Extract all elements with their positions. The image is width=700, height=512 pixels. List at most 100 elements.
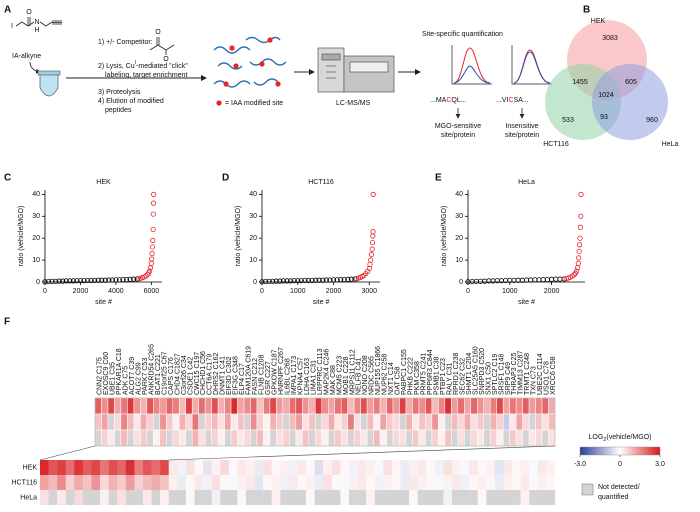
gene-label: SRSF1 C148: [498, 354, 505, 395]
heatmap-cell: [211, 413, 219, 431]
heatmap-cell: [108, 460, 118, 475]
atom-label: O: [163, 56, 169, 63]
heatmap-cell: [366, 490, 375, 505]
heatmap-cell: [409, 490, 418, 505]
gene-label: GSR C227: [265, 361, 272, 395]
gene-label: MCM5 C223: [336, 356, 343, 395]
heatmap-cell: [297, 490, 307, 505]
heatmap-cell: [528, 397, 536, 415]
heatmap-cell: [237, 429, 245, 447]
heatmap-cell: [198, 397, 206, 415]
heatmap-cell: [451, 397, 459, 415]
y-axis-label: ratio (vehicle/MGO): [441, 206, 448, 267]
heatmap-cell: [537, 460, 547, 475]
data-point: [553, 276, 559, 282]
heatmap-cell: [191, 413, 199, 431]
heatmap-cell: [469, 475, 478, 490]
data-point: [134, 276, 140, 282]
data-point: [370, 229, 376, 235]
heatmap-cell: [469, 460, 478, 475]
data-point: [368, 252, 375, 258]
heatmap-cell: [331, 490, 341, 505]
heatmap-cell: [271, 475, 281, 490]
heatmap-cell: [515, 429, 523, 447]
heatmap-cell: [302, 397, 310, 415]
heatmap-cell: [308, 397, 316, 415]
gene-label: MAK C88: [330, 365, 337, 395]
heatmap-cell: [347, 413, 355, 431]
heatmap-cell: [541, 397, 549, 415]
data-point: [540, 276, 546, 283]
heatmap-cell: [120, 413, 128, 431]
heatmap-cell: [94, 397, 102, 415]
data-point: [106, 277, 112, 283]
x-axis-label: site #: [518, 299, 535, 306]
heatmap-cell: [153, 429, 161, 447]
colorbar-tick-label: 0: [618, 461, 622, 468]
heatmap-cell: [535, 397, 543, 415]
heatmap-cell: [100, 460, 109, 475]
heatmap-cell: [125, 475, 135, 490]
gene-label: DHRS2 C162: [213, 352, 220, 395]
panel-label: C: [4, 173, 11, 184]
gene-label: IL6BL C268: [284, 358, 291, 395]
heatmap-cell: [486, 490, 496, 505]
peptide-sequence-part: ...VI: [496, 97, 509, 104]
heatmap-cell: [386, 413, 394, 431]
heatmap-cell: [483, 413, 491, 431]
data-point: [150, 211, 156, 217]
data-point: [482, 278, 488, 284]
heatmap-cell: [464, 413, 472, 431]
atom-label: H: [34, 27, 39, 34]
chart-title: HEK: [96, 179, 111, 186]
heatmap-cell: [153, 413, 161, 431]
heatmap-cell: [417, 475, 427, 490]
heatmap-cell: [160, 475, 169, 490]
heatmap-cell: [127, 429, 135, 447]
data-point: [370, 233, 376, 239]
heatmap-cell: [230, 429, 238, 447]
gene-label: NXT1 C14: [388, 362, 395, 395]
heatmap-cell: [263, 475, 272, 490]
heatmap-cell: [400, 460, 410, 475]
gene-label: SEC62 C32: [459, 358, 466, 395]
ia-label: IA-alkyne: [12, 53, 41, 60]
venn-count: 3083: [602, 35, 618, 42]
gene-label: NUP155 C1866: [375, 346, 382, 395]
heatmap-cell: [548, 413, 556, 431]
heatmap-cell: [374, 490, 384, 505]
heatmap-cell: [48, 475, 58, 490]
gene-label: MRPS11 C112: [349, 349, 356, 395]
heatmap-cell: [418, 397, 426, 415]
heatmap-cell: [295, 429, 303, 447]
heatmap-cell: [323, 490, 333, 505]
gene-label: KPNA4 C57: [297, 357, 304, 395]
heatmap-cell: [331, 460, 341, 475]
tube: [39, 73, 59, 97]
heatmap-cell: [107, 429, 115, 447]
heatmap-cell: [217, 429, 225, 447]
heatmap-cell: [185, 475, 195, 490]
venn-set-label: HEK: [591, 18, 606, 25]
heatmap-cell: [426, 460, 436, 475]
heatmap-cell: [373, 429, 381, 447]
panel-label: A: [4, 5, 11, 16]
heatmap-cell: [107, 397, 115, 415]
heatmap-cell: [438, 413, 446, 431]
heatmap-cell: [314, 475, 324, 490]
data-point: [473, 278, 479, 284]
heatmap-cell: [269, 429, 277, 447]
legend-label: = IAA modified site: [225, 100, 283, 107]
gene-label: CAPS C176: [168, 357, 175, 395]
heatmap-cell: [91, 460, 101, 475]
heatmap-cell: [357, 490, 367, 505]
heatmap-cell: [340, 397, 348, 415]
heatmap-cell: [140, 413, 148, 431]
heatmap-cell: [366, 475, 375, 490]
data-point: [123, 276, 130, 283]
colorbar-tick-label: 3.0: [655, 461, 665, 468]
data-point: [259, 279, 265, 285]
heatmap-cell: [237, 397, 245, 415]
zoom-connector: [39, 445, 96, 461]
heatmap-cell: [166, 397, 173, 415]
